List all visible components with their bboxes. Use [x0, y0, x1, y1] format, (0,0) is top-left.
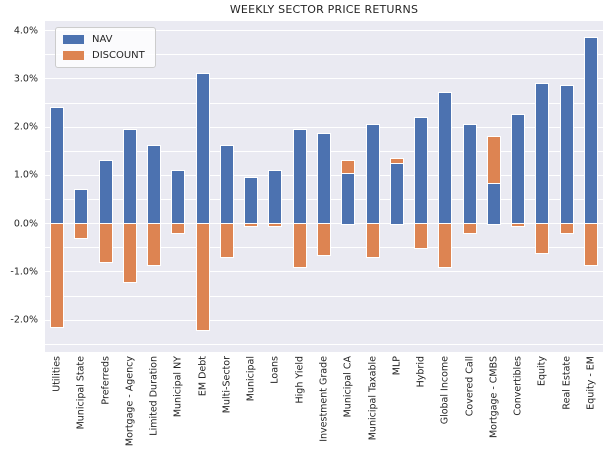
x-axis-category-label: Investment Grade [318, 356, 330, 442]
discount-bar [583, 222, 598, 266]
x-axis-category-label: Covered Call [464, 356, 476, 417]
y-axis-tick-label: 0.0% [13, 218, 38, 230]
x-axis-category-label: Municipal State [75, 356, 87, 430]
discount-bar [414, 222, 429, 249]
x-axis-category-label: Mortgage - Agency [124, 356, 136, 447]
legend-item-discount: DISCOUNT [63, 50, 145, 61]
x-axis-category-label: Global Income [439, 356, 451, 425]
discount-bar [50, 222, 65, 329]
gridline [45, 102, 603, 104]
discount-bar [122, 222, 137, 283]
discount-bar [244, 222, 259, 228]
discount-bar [559, 222, 574, 235]
nav-bar [268, 169, 283, 225]
x-axis-category-label: Municipal [245, 356, 257, 402]
y-axis-tick-label: 4.0% [13, 25, 38, 37]
x-axis-category-label: Equity [536, 356, 548, 387]
gridline [45, 54, 603, 56]
discount-bar [171, 222, 186, 235]
gridline [45, 30, 603, 32]
nav-bar [414, 116, 429, 225]
nav-bar [195, 73, 210, 225]
nav-legend-label: NAV [92, 34, 113, 45]
gridline [45, 126, 603, 128]
y-axis-tick-label: -2.0% [10, 314, 38, 326]
x-axis-category-label: High Yield [294, 356, 306, 404]
nav-bar [244, 176, 259, 225]
y-axis-tick-label: -1.0% [10, 266, 38, 278]
discount-bar [292, 222, 307, 269]
gridline [45, 271, 603, 273]
plot-area: NAV DISCOUNT [45, 21, 603, 352]
nav-bar [292, 128, 307, 225]
legend-item-nav: NAV [63, 34, 145, 45]
discount-bar [268, 222, 283, 228]
discount-bar [74, 222, 89, 240]
x-axis-category-label: Convertibles [512, 356, 524, 416]
discount-bar [195, 222, 210, 331]
x-axis-category-label: Municipal Taxable [367, 356, 379, 441]
nav-bar [122, 128, 137, 225]
discount-bar [98, 222, 113, 264]
y-axis-tick-label: 2.0% [13, 121, 38, 133]
x-axis: Utilities Municipal State Preferreds Mortga… [45, 352, 603, 457]
legend: NAV DISCOUNT [55, 27, 156, 68]
y-axis-tick-label: 3.0% [13, 73, 38, 85]
x-axis-category-label: Real Estate [561, 356, 573, 410]
nav-bar [511, 114, 526, 225]
chart-title: WEEKLY SECTOR PRICE RETURNS [229, 3, 419, 16]
discount-bar [486, 135, 501, 184]
x-axis-category-label: Equity - EM [585, 356, 597, 410]
discount-bar [438, 222, 453, 269]
discount-bar [462, 222, 477, 235]
nav-bar [147, 145, 162, 225]
nav-bar [219, 145, 234, 225]
gridline [45, 319, 603, 321]
nav-bar [559, 85, 574, 225]
y-axis-tick-label: 1.0% [13, 169, 38, 181]
gridline [45, 78, 603, 80]
gridline [45, 343, 603, 345]
nav-bar [171, 169, 186, 225]
discount-swatch [63, 51, 84, 60]
x-axis-category-label: Municipal NY [172, 356, 184, 418]
x-axis-category-label: Loans [269, 356, 281, 384]
nav-bar [535, 82, 550, 225]
nav-bar [74, 188, 89, 225]
discount-legend-label: DISCOUNT [92, 50, 145, 61]
x-axis-category-label: Hybrid [415, 356, 427, 388]
nav-bar [438, 92, 453, 225]
nav-bar [462, 123, 477, 225]
x-axis-category-label: Preferreds [100, 356, 112, 405]
x-axis-category-label: Utilities [51, 356, 63, 392]
discount-bar [219, 222, 234, 259]
nav-bar [341, 171, 356, 225]
x-axis-category-label: EM Debt [197, 356, 209, 397]
nav-bar [98, 159, 113, 225]
x-axis-category-label: MLP [391, 356, 403, 376]
x-axis-category-label: Municipal CA [342, 356, 354, 418]
x-axis-category-label: Multi-Sector [221, 356, 233, 414]
discount-bar [511, 222, 526, 228]
discount-bar [341, 159, 356, 174]
y-axis: 4.0% 3.0% 2.0% 1.0% 0.0% -1.0% -2.0% [0, 21, 41, 352]
nav-bar [583, 36, 598, 225]
nav-swatch [63, 35, 84, 44]
discount-bar [389, 157, 404, 165]
gridline [45, 295, 603, 297]
nav-bar [486, 181, 501, 225]
discount-bar [535, 222, 550, 254]
discount-bar [147, 222, 162, 266]
nav-bar [317, 133, 331, 225]
discount-bar [317, 222, 331, 257]
discount-bar [365, 222, 380, 259]
nav-bar [50, 106, 65, 225]
x-axis-category-label: Mortgage - CMBS [488, 356, 500, 439]
nav-bar [365, 123, 380, 225]
x-axis-category-label: Limited Duration [148, 356, 160, 436]
nav-bar [389, 162, 404, 225]
